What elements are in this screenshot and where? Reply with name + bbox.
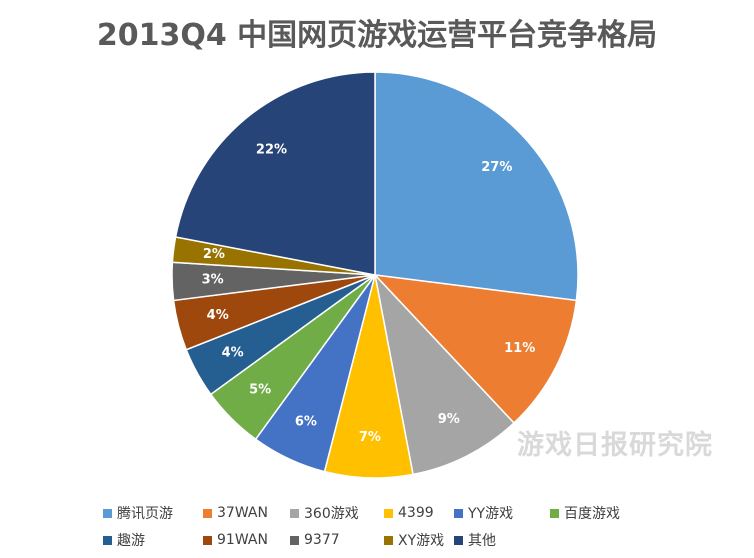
legend-swatch-9 [384, 535, 393, 545]
legend-item-7: 91WAN [203, 530, 290, 550]
legend-swatch-8 [290, 535, 299, 545]
legend-item-8: 9377 [290, 530, 384, 550]
legend-swatch-6 [103, 535, 112, 545]
legend-label-0: 腾讯页游 [117, 506, 173, 522]
legend-swatch-2 [290, 508, 299, 518]
legend-item-4: YY游戏 [454, 503, 550, 523]
pie-data-label-3: 7% [359, 430, 381, 445]
chart-title: 2013Q4 中国网页游戏运营平台竞争格局 [96, 18, 658, 53]
legend-label-1: 37WAN [217, 505, 268, 521]
legend-swatch-3 [384, 508, 393, 518]
pie-chart: 27% 11% 9% 7% 6% 5% 4% 4% 3% 2% 22% [171, 71, 579, 479]
pie-slice-0 [374, 71, 579, 302]
pie-slice-10 [174, 71, 376, 276]
legend-item-10: 其他 [454, 530, 550, 550]
legend-swatch-5 [550, 508, 559, 518]
pie-data-label-7: 4% [207, 308, 229, 323]
legend-label-9: XY游戏 [398, 533, 445, 549]
legend-label-4: YY游戏 [468, 506, 514, 522]
legend-swatch-1 [203, 508, 212, 518]
legend-label-5: 百度游戏 [564, 506, 620, 522]
legend-item-1: 37WAN [203, 503, 290, 523]
pie-data-label-1: 11% [504, 341, 535, 356]
pie-slice-2 [373, 272, 516, 476]
watermark: 游戏日报研究院 [517, 430, 713, 461]
pie-data-label-8: 3% [202, 273, 224, 288]
legend-label-7: 91WAN [217, 532, 268, 548]
pie-data-label-6: 4% [222, 346, 244, 361]
pie-data-label-5: 5% [249, 382, 271, 397]
legend-label-8: 9377 [304, 532, 340, 548]
pie-data-label-9: 2% [203, 247, 225, 262]
legend-item-2: 360游戏 [290, 503, 384, 523]
legend-label-10: 其他 [468, 533, 496, 549]
pie-data-label-0: 27% [481, 160, 512, 175]
pie-slice-1 [373, 273, 578, 425]
legend-item-3: 4399 [384, 503, 454, 523]
legend-swatch-0 [103, 508, 112, 518]
legend: 腾讯页游 37WAN 360游戏 4399 YY游戏 百度游戏趣游 91WAN 9377 XY游… [103, 503, 703, 550]
legend-item-6: 趣游 [103, 530, 203, 550]
pie-data-label-10: 22% [256, 142, 287, 157]
legend-label-6: 趣游 [117, 533, 145, 549]
legend-label-2: 360游戏 [304, 506, 359, 522]
legend-swatch-7 [203, 535, 212, 545]
legend-swatch-4 [454, 508, 463, 518]
legend-item-5: 百度游戏 [550, 503, 640, 523]
pie-data-label-4: 6% [295, 414, 317, 429]
legend-item-0: 腾讯页游 [103, 503, 203, 523]
legend-label-3: 4399 [398, 505, 434, 521]
legend-item-9: XY游戏 [384, 530, 454, 550]
legend-swatch-10 [454, 535, 463, 545]
pie-data-label-2: 9% [438, 412, 460, 427]
